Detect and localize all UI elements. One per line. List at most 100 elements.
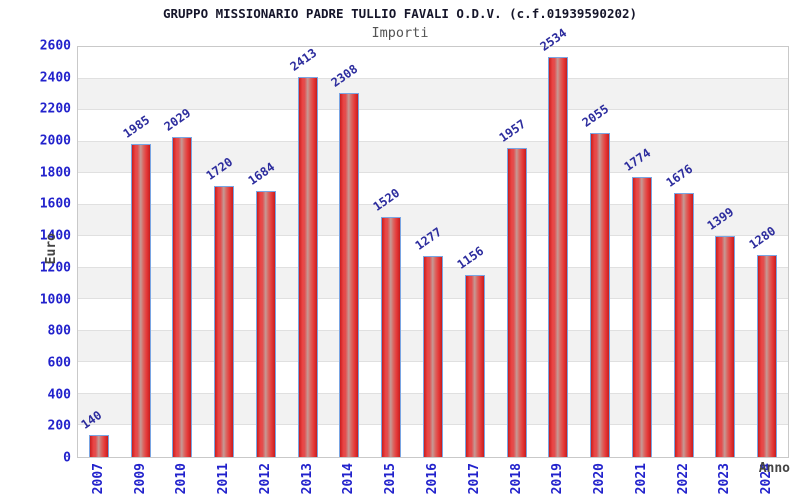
x-tick-label: 2020 (592, 463, 608, 495)
y-tick-label: 600 (47, 355, 71, 371)
bar-slot: 1684 2012 (245, 47, 287, 494)
x-tick-label: 2009 (132, 463, 148, 495)
bar (673, 192, 694, 457)
y-axis-title: Euro (44, 233, 59, 265)
bar-value-label: 1720 (203, 154, 236, 183)
bar (297, 76, 318, 457)
bar-value-label: 1774 (621, 146, 654, 175)
bar-slot: 2029 2010 (161, 47, 204, 494)
gridline (78, 140, 788, 142)
bar-slot: 1676 2022 (663, 47, 705, 494)
bar-value-label: 2055 (579, 101, 612, 130)
x-axis-title: Anno (758, 461, 790, 476)
plot-band (78, 204, 788, 237)
y-tick-label: 1600 (39, 196, 71, 212)
x-tick-label: 2013 (299, 463, 315, 495)
bar-slot: 1520 2015 (370, 47, 412, 494)
y-axis-tick-labels: 0 200 400 600 800 1000 1200 1400 1600 1800 2000 220… (0, 40, 71, 465)
bar-value-label: 1957 (496, 117, 528, 146)
y-tick-label: 2600 (39, 38, 71, 54)
x-tick-label: 2021 (633, 463, 649, 495)
x-tick-label: 2015 (383, 463, 399, 495)
gridline (78, 235, 788, 237)
bar-slot: 2413 2013 (287, 45, 329, 494)
y-tick-label: 400 (47, 387, 71, 403)
x-tick-label: 2012 (257, 463, 273, 495)
bar-slot: 1985 2009 (120, 47, 162, 495)
bar (255, 191, 276, 457)
bar-value-label: 1280 (746, 223, 779, 252)
bars-container: 140 2007 1985 2009 2029 2010 1720 2011 1684 2012 2… (78, 26, 788, 495)
bar-slot: 2534 2019 (537, 26, 579, 494)
bar (757, 255, 778, 457)
bar (339, 93, 360, 457)
bar-value-label: 2029 (161, 105, 194, 134)
plot-band (78, 173, 788, 205)
bar-value-label: 1277 (412, 224, 445, 253)
x-tick-label: 2010 (174, 463, 190, 495)
bar (506, 148, 527, 457)
bar (548, 57, 569, 457)
x-tick-label: 2018 (508, 463, 524, 495)
x-tick-label: 2023 (717, 463, 733, 495)
bar (88, 434, 109, 457)
y-tick-label: 2000 (39, 133, 71, 149)
gridline (78, 109, 788, 111)
bar (631, 177, 652, 457)
x-tick-label: 2016 (425, 463, 440, 495)
bar-slot: 1399 2023 (704, 47, 746, 494)
bar (172, 137, 193, 457)
y-tick-label: 800 (47, 323, 71, 339)
y-tick-label: 1000 (39, 292, 71, 308)
gridline (78, 172, 788, 174)
y-tick-label: 200 (47, 418, 71, 434)
bar-value-label: 1676 (663, 161, 695, 190)
bar-slot: 2308 2014 (329, 47, 371, 494)
bar (715, 236, 736, 457)
bar-slot: 1774 2021 (621, 47, 663, 494)
x-tick-label: 2017 (466, 463, 482, 495)
bar-slot: 2055 2020 (579, 47, 621, 495)
bar (130, 143, 151, 457)
bar (381, 217, 402, 457)
gridline (78, 203, 788, 205)
bar-slot: 1156 2017 (454, 47, 496, 494)
bar-value-label: 2308 (329, 61, 361, 90)
plot-band (78, 78, 788, 111)
plot-area: 140 2007 1985 2009 2029 2010 1720 2011 1684 2012 2… (77, 26, 789, 495)
y-tick-label: 1200 (39, 260, 71, 276)
y-tick-label: 1400 (39, 228, 71, 244)
bar (423, 255, 443, 457)
bar (464, 274, 485, 457)
bar-slot: 1277 2016 (412, 47, 454, 494)
bar-value-label: 1520 (370, 186, 403, 215)
x-tick-label: 2014 (341, 463, 357, 495)
gridline (78, 77, 788, 79)
bar-slot: 1957 2018 (496, 47, 538, 494)
y-tick-label: 0 (63, 450, 71, 466)
x-tick-label: 2022 (675, 463, 691, 495)
plot-band (78, 110, 788, 142)
bar (214, 185, 235, 457)
x-tick-label: 2019 (550, 463, 566, 495)
chart-subtitle: Importi (371, 25, 429, 41)
plot-band (78, 141, 788, 174)
bar-value-label: 1399 (704, 205, 737, 234)
bar (590, 132, 611, 457)
bar-slot: 140 2007 (78, 47, 120, 494)
x-tick-label: 2011 (216, 463, 232, 495)
y-tick-label: 1800 (39, 165, 71, 181)
bar-value-label: 1985 (120, 112, 152, 141)
y-tick-label: 2200 (39, 101, 71, 117)
bar-value-label: 1684 (245, 160, 278, 189)
x-tick-label: 2007 (90, 463, 106, 495)
bar-value-label: 2413 (287, 45, 319, 74)
chart-title: GRUPPO MISSIONARIO PADRE TULLIO FAVALI O… (162, 6, 638, 21)
bar-value-label: 1156 (454, 243, 487, 272)
bar-value-label: 140 (78, 407, 105, 432)
bar-slot: 1280 2024 (746, 47, 788, 494)
bar-slot: 1720 2011 (203, 47, 245, 495)
plot-band (78, 47, 788, 79)
y-tick-label: 2400 (39, 70, 71, 86)
